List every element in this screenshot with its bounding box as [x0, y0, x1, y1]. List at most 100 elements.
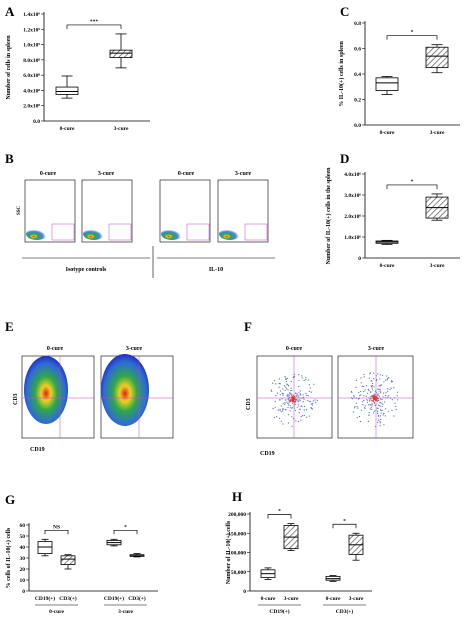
scatter-dot [294, 402, 296, 404]
scatter-dot [377, 404, 380, 406]
y-tick-label: 60 [20, 523, 26, 529]
scatter-dot [295, 392, 297, 394]
scatter-dot [288, 385, 290, 387]
scatter-dot [280, 420, 282, 422]
scatter-dot [357, 398, 359, 400]
scatter-dot [379, 378, 381, 380]
scatter-dot [363, 376, 365, 378]
scatter-dot [291, 395, 293, 398]
scatter-dot [371, 385, 373, 388]
scatter-dot [372, 400, 375, 402]
box-rect [37, 541, 53, 555]
scatter-dot [379, 398, 381, 400]
y-tick-label: 50,000 [231, 570, 246, 576]
y-tick-label: 2.0x10⁸ [23, 104, 40, 110]
scatter-dot [379, 421, 381, 423]
scatter-dot [391, 409, 393, 411]
scatter-dot [381, 405, 383, 407]
scatter-dot [291, 416, 293, 418]
scatter-dot [363, 400, 365, 402]
scatter-dot [278, 382, 280, 385]
scatter-dot [294, 409, 296, 411]
scatter-dot [296, 399, 298, 401]
panel-e-xlabel: CD19 [30, 447, 45, 453]
scatter-dot [293, 394, 295, 397]
panel-label-h: H [232, 489, 242, 504]
y-tick-label: 1.0x10⁹ [23, 43, 40, 49]
scatter-dot [375, 379, 377, 382]
scatter-dot [379, 385, 381, 387]
scatter-dot [388, 395, 390, 397]
y-tick-label: 0 [358, 256, 361, 262]
scatter-dot [289, 391, 291, 394]
scatter-dot [373, 393, 375, 395]
scatter-dot [377, 410, 379, 412]
box-1 [425, 44, 449, 74]
y-tick-label: 4.0x10⁸ [23, 88, 40, 94]
chart-c: 0.0 0.2 0.4 0.6 0.8 % IL-10(+) cells in splee… [338, 21, 460, 136]
panel-label-g: G [5, 492, 15, 507]
scatter-dot [393, 415, 395, 417]
scatter-dot [282, 410, 284, 412]
scatter-dot [376, 391, 378, 394]
scatter-dot [372, 394, 374, 396]
scatter-dot [389, 388, 391, 391]
flow-title: 0-cure [47, 346, 64, 352]
scatter-dot [306, 394, 308, 397]
scatter-dot [284, 389, 286, 392]
scatter-dot [393, 387, 395, 389]
scatter-dot [310, 403, 312, 405]
box-1 [109, 33, 133, 69]
scatter-dot [377, 398, 379, 400]
scatter-dot [374, 398, 376, 400]
scatter-dot [299, 390, 301, 392]
scatter-dot [373, 395, 375, 397]
scatter-dot [373, 386, 375, 388]
scatter-dot [370, 403, 372, 406]
box-2 [325, 575, 341, 582]
flow-plot-f1: 0-cure [256, 346, 333, 439]
scatter-dot [297, 420, 300, 423]
scatter-dot [316, 399, 318, 401]
scatter-dot [367, 392, 369, 394]
flow-title: 3-cure [235, 171, 252, 177]
scatter-dot [298, 399, 300, 401]
panel-label-b: B [5, 151, 14, 166]
flow-title: 0-cure [178, 171, 195, 177]
box-rect [375, 77, 399, 91]
scatter-dot [309, 400, 311, 402]
scatter-dot [307, 400, 309, 402]
box-0 [375, 239, 399, 245]
panel-f: CD3 CD19 0-cure 3-cure [246, 346, 414, 457]
scatter-dot [369, 391, 372, 393]
scatter-dot [380, 391, 382, 393]
scatter-dot [278, 386, 280, 388]
scatter-dot [397, 399, 399, 401]
scatter-dot [375, 425, 377, 428]
scatter-dot [311, 404, 313, 406]
scatter-dot [378, 404, 380, 407]
scatter-dot [303, 379, 305, 382]
scatter-dot [295, 398, 297, 400]
scatter-dot [292, 400, 294, 402]
box-0 [37, 538, 53, 557]
scatter-dot [293, 397, 295, 399]
scatter-dot [314, 401, 317, 403]
scatter-dot [363, 395, 365, 397]
y-tick-label: 0.2 [354, 98, 361, 104]
scatter-dot [350, 397, 353, 399]
scatter-dot [279, 417, 281, 419]
scatter-dot [380, 384, 382, 386]
panel-f-xlabel: CD19 [260, 451, 275, 457]
scatter-dot [368, 414, 370, 416]
chart-g: 0 10 20 30 40 50 60 % cells of IL-10(+) cells CD… [5, 523, 158, 615]
scatter-dot [378, 390, 380, 392]
scatter-dot [281, 398, 283, 400]
scatter-dot [352, 411, 354, 413]
flow-plot-b1: 0-cure [24, 171, 76, 243]
scatter-dot [358, 415, 361, 418]
scatter-dot [396, 391, 399, 393]
flow-plot-b2: 3-cure [81, 171, 133, 243]
scatter-dot [308, 384, 310, 386]
